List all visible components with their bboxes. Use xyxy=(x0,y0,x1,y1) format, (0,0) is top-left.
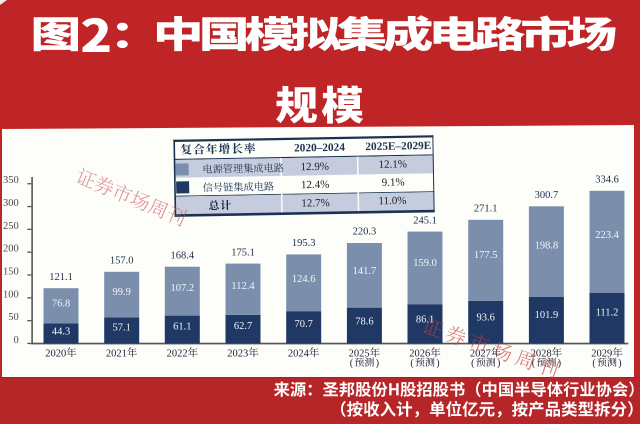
svg-text:2028: 2028 xyxy=(531,349,552,360)
svg-text:175.1: 175.1 xyxy=(231,247,255,258)
svg-text:124.6: 124.6 xyxy=(292,274,316,285)
svg-text:334.6: 334.6 xyxy=(595,175,619,186)
svg-text:(: ( xyxy=(350,358,354,369)
svg-text:12.4%: 12.4% xyxy=(301,179,330,191)
svg-text:141.7: 141.7 xyxy=(353,266,377,277)
svg-text:2029: 2029 xyxy=(591,349,612,360)
svg-text:271.1: 271.1 xyxy=(474,204,498,215)
svg-text:12.7%: 12.7% xyxy=(301,197,330,209)
svg-text:99.9: 99.9 xyxy=(113,287,131,298)
svg-text:12.9%: 12.9% xyxy=(301,161,330,173)
svg-text:(: ( xyxy=(532,358,536,369)
svg-text:62.7: 62.7 xyxy=(234,321,252,332)
svg-text:2022: 2022 xyxy=(167,349,188,360)
svg-text:2020: 2020 xyxy=(45,349,66,360)
svg-text:70.7: 70.7 xyxy=(295,319,313,330)
svg-text:61.1: 61.1 xyxy=(173,322,191,333)
svg-text:250: 250 xyxy=(3,221,19,232)
svg-text:50: 50 xyxy=(8,312,19,323)
svg-text:2024: 2024 xyxy=(288,349,310,360)
svg-text:157.0: 157.0 xyxy=(110,256,134,267)
svg-text:300: 300 xyxy=(3,198,19,209)
svg-text:(: ( xyxy=(592,358,596,369)
svg-text:198.8: 198.8 xyxy=(535,241,559,252)
svg-text:44.3: 44.3 xyxy=(52,326,70,337)
svg-text:112.4: 112.4 xyxy=(231,281,255,292)
svg-text:86.1: 86.1 xyxy=(416,315,434,326)
svg-text:2025E–2029E: 2025E–2029E xyxy=(365,140,431,153)
svg-text:(: ( xyxy=(471,358,475,369)
svg-text:223.4: 223.4 xyxy=(595,230,619,241)
svg-text:76.8: 76.8 xyxy=(52,299,70,310)
svg-text:101.9: 101.9 xyxy=(535,310,559,321)
svg-text:2021: 2021 xyxy=(106,349,127,360)
svg-text:2027: 2027 xyxy=(470,349,491,360)
svg-text:2023: 2023 xyxy=(227,349,248,360)
svg-text:0: 0 xyxy=(14,335,19,346)
svg-text:2025: 2025 xyxy=(349,349,370,360)
svg-text:159.0: 159.0 xyxy=(413,258,437,269)
svg-text:93.6: 93.6 xyxy=(477,312,495,323)
svg-text:121.1: 121.1 xyxy=(49,272,73,283)
svg-text:200: 200 xyxy=(3,244,19,255)
svg-text:195.3: 195.3 xyxy=(292,238,316,249)
svg-text:350: 350 xyxy=(3,175,19,186)
svg-text:9.1%: 9.1% xyxy=(382,176,405,188)
svg-text:111.2: 111.2 xyxy=(596,307,619,318)
svg-text:107.2: 107.2 xyxy=(170,283,194,294)
svg-text:168.4: 168.4 xyxy=(170,250,194,261)
svg-text:(: ( xyxy=(410,358,414,369)
svg-text:): ) xyxy=(376,358,379,369)
svg-text:): ) xyxy=(436,358,439,369)
svg-text:): ) xyxy=(558,358,561,369)
svg-text:220.3: 220.3 xyxy=(353,227,377,238)
svg-text:12.1%: 12.1% xyxy=(379,158,408,170)
svg-text:177.5: 177.5 xyxy=(474,250,498,261)
svg-text:100: 100 xyxy=(3,289,19,300)
svg-text:78.6: 78.6 xyxy=(355,317,373,328)
svg-text:): ) xyxy=(497,358,500,369)
svg-text:150: 150 xyxy=(3,266,19,277)
svg-text:2020–2024: 2020–2024 xyxy=(294,142,345,155)
svg-text:2026: 2026 xyxy=(409,349,430,360)
svg-text:300.7: 300.7 xyxy=(535,190,559,201)
svg-text:): ) xyxy=(618,358,621,369)
svg-text:11.0%: 11.0% xyxy=(378,195,406,207)
svg-text:57.1: 57.1 xyxy=(113,323,131,334)
svg-text:245.1: 245.1 xyxy=(413,215,437,226)
